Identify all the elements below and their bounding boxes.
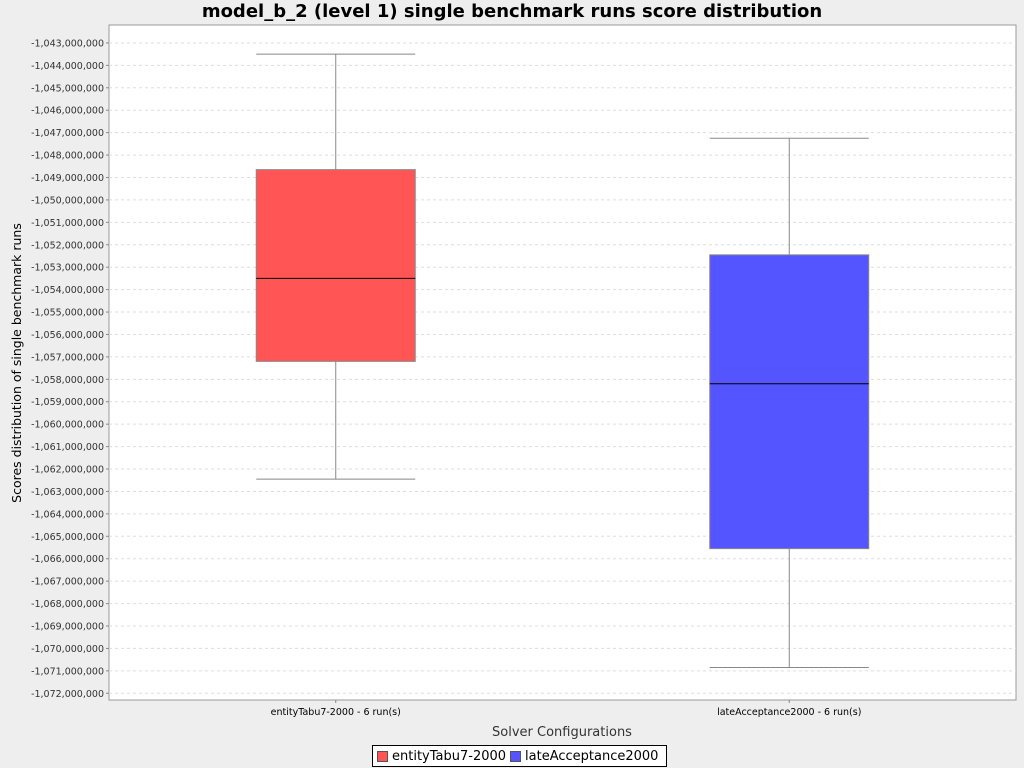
- y-tick-label: -1,049,000,000: [31, 173, 104, 184]
- y-tick-label: -1,067,000,000: [31, 577, 104, 588]
- y-tick-label: -1,063,000,000: [31, 487, 104, 498]
- y-tick-label: -1,051,000,000: [31, 218, 104, 229]
- legend-swatch: [510, 750, 522, 762]
- y-tick-label: -1,055,000,000: [31, 308, 104, 319]
- y-tick-label: -1,066,000,000: [31, 554, 104, 565]
- y-tick-label: -1,069,000,000: [31, 621, 104, 632]
- y-tick-label: -1,047,000,000: [31, 128, 104, 139]
- y-tick-label: -1,056,000,000: [31, 330, 104, 341]
- y-tick-label: -1,071,000,000: [31, 666, 104, 677]
- y-tick-label: -1,043,000,000: [31, 38, 104, 49]
- boxes: [255, 53, 870, 668]
- y-tick-label: -1,046,000,000: [31, 106, 104, 117]
- y-tick-label: -1,062,000,000: [31, 465, 104, 476]
- y-tick-label: -1,053,000,000: [31, 263, 104, 274]
- y-tick-label: -1,058,000,000: [31, 375, 104, 386]
- y-axis-ticks: -1,043,000,000 -1,044,000,000 -1,045,000,0…: [31, 38, 109, 700]
- x-axis-label: Solver Configurations: [492, 725, 632, 740]
- x-tick-label: entityTabu7-2000 - 6 run(s): [271, 707, 401, 718]
- y-tick-label: -1,070,000,000: [31, 644, 104, 655]
- legend-item: lateAcceptance2000: [510, 749, 658, 764]
- y-tick-label: -1,059,000,000: [31, 397, 104, 408]
- x-tick-label: lateAcceptance2000 - 6 run(s): [717, 707, 861, 718]
- plot-area: [108, 24, 1017, 701]
- y-tick-label: -1,072,000,000: [31, 689, 104, 700]
- chart-title: model_b_2 (level 1) single benchmark run…: [201, 1, 823, 22]
- y-tick-label: -1,064,000,000: [31, 509, 104, 520]
- y-tick-label: -1,068,000,000: [31, 599, 104, 610]
- y-tick-label: -1,044,000,000: [31, 61, 104, 72]
- legend-label: lateAcceptance2000: [525, 748, 659, 764]
- box-iqr: [709, 254, 870, 550]
- y-tick-label: -1,054,000,000: [31, 285, 104, 296]
- y-tick-label: -1,065,000,000: [31, 532, 104, 543]
- legend-item: entityTabu7-2000: [377, 749, 506, 764]
- y-tick-label: -1,061,000,000: [31, 442, 104, 453]
- y-tick-label: -1,060,000,000: [31, 420, 104, 431]
- box-entityTabu7-2000: [255, 53, 416, 480]
- y-tick-label: -1,057,000,000: [31, 352, 104, 363]
- legend-swatch: [377, 750, 388, 762]
- y-tick-label: -1,048,000,000: [31, 151, 104, 162]
- y-axis-label: Scores distribution of single benchmark …: [9, 223, 24, 503]
- box-lateAcceptance2000: [709, 137, 870, 668]
- y-tick-label: -1,045,000,000: [31, 83, 104, 94]
- legend-label: entityTabu7-2000: [392, 748, 507, 764]
- box-iqr: [255, 169, 416, 362]
- y-tick-label: -1,050,000,000: [31, 195, 104, 206]
- y-tick-label: -1,052,000,000: [31, 240, 104, 251]
- x-axis-ticks: entityTabu7-2000 - 6 run(s) lateAcceptanc…: [271, 700, 861, 718]
- legend: entityTabu7-2000 lateAcceptance2000: [372, 745, 668, 767]
